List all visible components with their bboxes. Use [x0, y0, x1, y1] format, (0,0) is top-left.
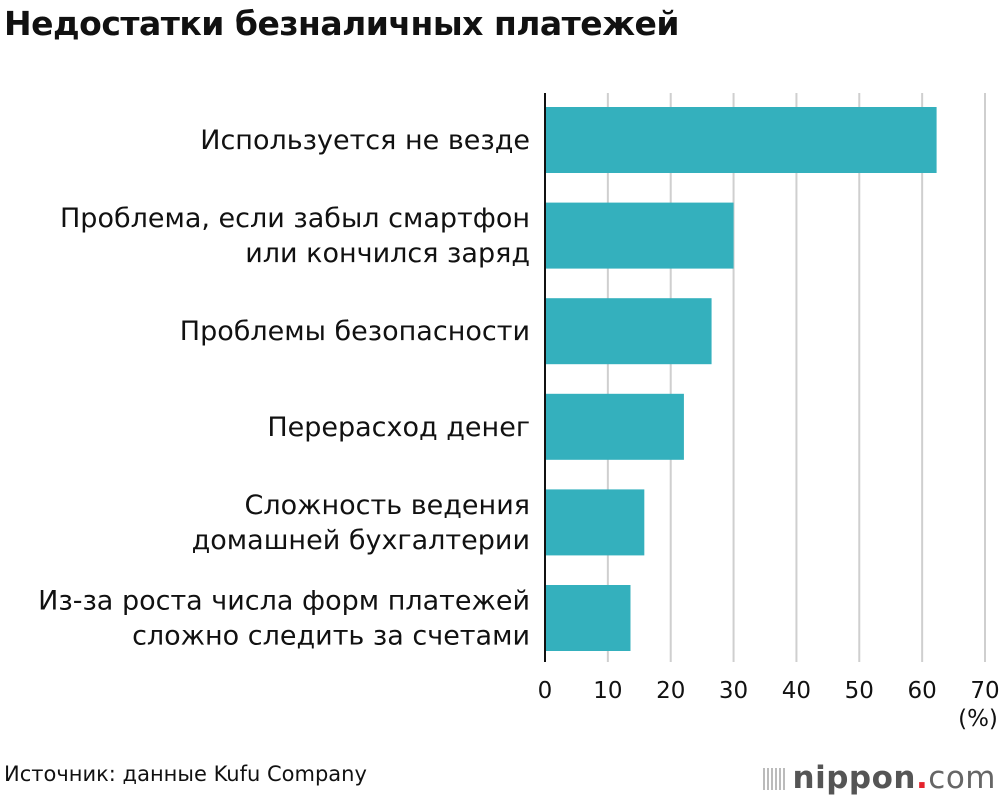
logo-name: nippon — [792, 760, 916, 796]
category-label: или кончился заряд — [245, 238, 530, 269]
x-axis-unit: (%) — [958, 706, 998, 732]
category-label: Проблемы безопасности — [180, 316, 530, 347]
bar — [545, 489, 645, 556]
category-label: Из-за роста числа форм платежей — [38, 586, 530, 617]
chart-title: Недостатки безналичных платежей — [4, 4, 680, 43]
category-label: Перерасход денег — [267, 412, 530, 443]
bar — [545, 393, 684, 460]
logo-bars-icon — [762, 768, 785, 790]
logo-dot: . — [916, 760, 929, 796]
bar — [545, 298, 712, 365]
category-label: сложно следить за счетами — [132, 621, 530, 652]
x-tick-label: 10 — [593, 678, 622, 704]
logo-tld: com — [928, 760, 996, 796]
nippon-logo: nippon.com — [762, 760, 996, 796]
x-tick-label: 40 — [782, 678, 811, 704]
x-tick-label: 0 — [538, 678, 553, 704]
x-tick-label: 60 — [908, 678, 937, 704]
x-tick-label: 70 — [970, 678, 999, 704]
source-note: Источник: данные Kufu Company — [4, 762, 367, 786]
bar — [545, 107, 937, 173]
category-label: Проблема, если забыл смартфон — [60, 203, 530, 234]
x-tick-label: 20 — [656, 678, 685, 704]
category-label: Сложность ведения — [245, 490, 530, 521]
x-tick-label: 30 — [719, 678, 748, 704]
category-label: Используется не везде — [200, 125, 530, 156]
bar — [545, 202, 734, 269]
bar — [545, 585, 631, 651]
x-tick-label: 50 — [845, 678, 874, 704]
category-label: домашней бухгалтерии — [192, 525, 530, 556]
